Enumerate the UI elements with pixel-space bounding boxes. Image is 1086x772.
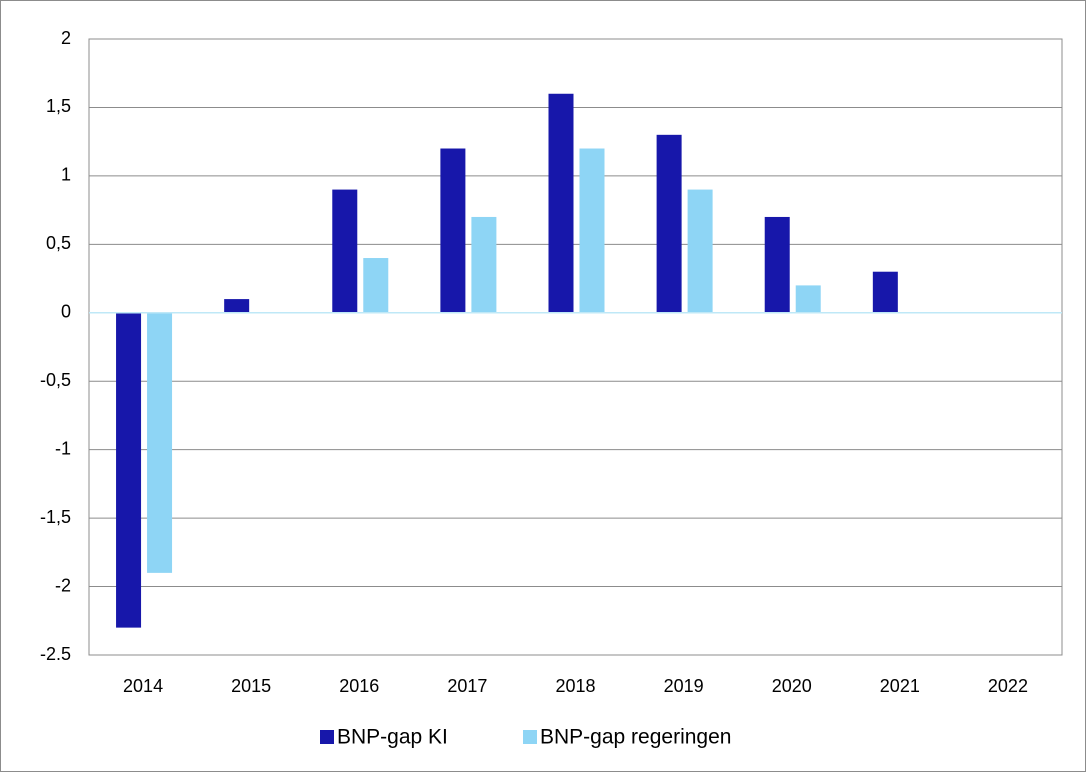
bar [548, 93, 574, 313]
y-tick-label: -1,5 [40, 507, 71, 527]
bar [764, 216, 790, 313]
bar [872, 271, 898, 313]
bar [656, 134, 682, 313]
y-tick-label: 0 [61, 302, 71, 322]
x-tick-label: 2019 [664, 676, 704, 696]
legend-swatch [523, 730, 537, 744]
bar [116, 312, 142, 628]
x-tick-label: 2015 [231, 676, 271, 696]
legend-label: BNP-gap regeringen [540, 726, 731, 749]
bar [579, 148, 605, 313]
bar [363, 258, 389, 313]
plot-frame [88, 38, 1063, 656]
y-tick-label: 1 [61, 165, 71, 185]
x-tick-label: 2016 [339, 676, 379, 696]
x-tick-label: 2017 [447, 676, 487, 696]
x-tick-label: 2020 [772, 676, 812, 696]
y-tick-label: -1 [55, 438, 71, 458]
y-tick-label: 1,5 [46, 96, 71, 116]
bar [224, 299, 250, 313]
x-tick-label: 2021 [880, 676, 920, 696]
bar [147, 312, 173, 573]
legend-label: BNP-gap KI [337, 726, 448, 749]
x-tick-label: 2014 [123, 676, 163, 696]
y-tick-label: -2 [55, 575, 71, 595]
bar [687, 189, 713, 313]
legend-swatch [320, 730, 334, 744]
y-tick-label: -0,5 [40, 370, 71, 390]
bar [795, 285, 821, 313]
bar [332, 189, 358, 313]
bar [471, 216, 497, 313]
y-tick-label: 0,5 [46, 233, 71, 253]
bar [440, 148, 466, 313]
y-tick-label: -2.5 [40, 644, 71, 664]
y-tick-label: 2 [61, 28, 71, 48]
x-tick-label: 2022 [988, 676, 1028, 696]
x-tick-label: 2018 [555, 676, 595, 696]
